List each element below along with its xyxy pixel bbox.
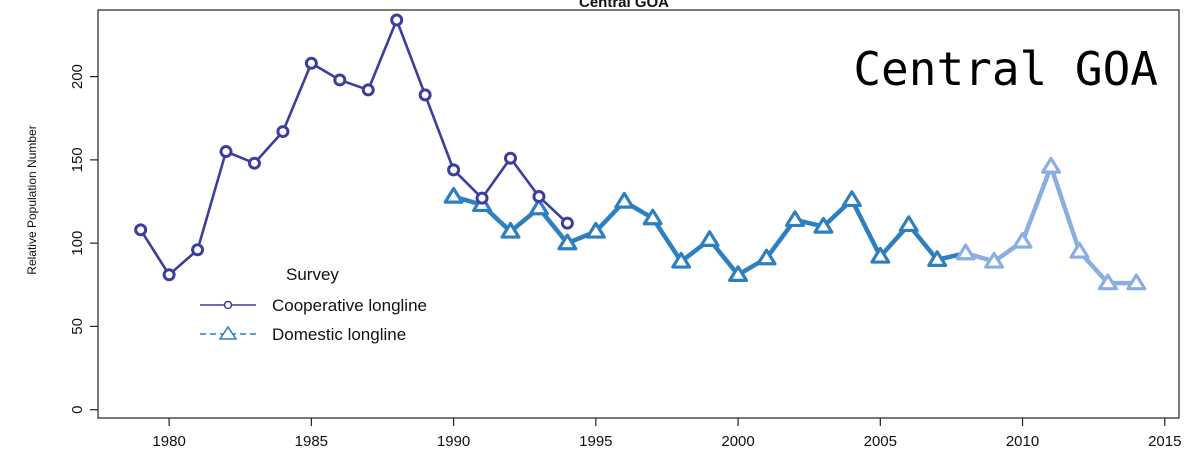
- chart-title: Central GOA: [579, 0, 669, 11]
- domestic-point-11: [756, 248, 777, 266]
- y-axis-label: Relative Population Number: [25, 125, 39, 274]
- cooperative-point-0: [134, 223, 148, 237]
- legend-cooperative-marker: [223, 300, 233, 310]
- x-tick-label: 1990: [437, 433, 470, 450]
- domestic-point-18: [955, 243, 976, 261]
- series-domestic-longline: [443, 156, 1147, 291]
- domestic-point-6: [614, 191, 635, 209]
- legend-cooperative-label: Cooperative longline: [272, 296, 427, 315]
- cooperative-point-8: [361, 83, 375, 97]
- domestic-point-9: [699, 230, 720, 248]
- domestic-point-4: [557, 233, 578, 251]
- legend-domestic-label: Domestic longline: [272, 325, 406, 344]
- domestic-point-5: [585, 221, 606, 239]
- cooperative-point-4: [247, 156, 261, 170]
- y-tick-label: 200: [69, 64, 86, 89]
- cooperative-point-2: [191, 243, 205, 257]
- x-tick-label: 2000: [721, 433, 754, 450]
- y-tick-label: 100: [69, 231, 86, 256]
- cooperative-line: [139, 18, 569, 277]
- domestic-segment: [849, 197, 883, 259]
- y-tick-label: 0: [69, 406, 86, 414]
- x-tick-label: 1980: [152, 433, 185, 450]
- domestic-point-0: [443, 186, 464, 204]
- x-tick-label: 2010: [1006, 433, 1039, 450]
- domestic-point-14: [841, 190, 862, 208]
- domestic-point-13: [813, 216, 834, 234]
- legend-title: Survey: [286, 265, 339, 284]
- cooperative-point-15: [560, 216, 574, 230]
- domestic-point-19: [984, 251, 1005, 269]
- cooperative-point-12: [475, 191, 489, 205]
- legend-domestic-marker: [218, 325, 238, 340]
- x-tick-label: 1985: [295, 433, 328, 450]
- series-layer: [134, 13, 1147, 291]
- cooperative-point-5: [276, 125, 290, 139]
- domestic-point-2: [500, 221, 521, 239]
- cooperative-point-3: [219, 145, 233, 159]
- domestic-point-15: [870, 246, 891, 264]
- axes: 1980 1985 1990 1995 2000 2005 2010 2015 0 50 100 15…: [69, 64, 1181, 450]
- y-tick-label: 50: [69, 318, 86, 335]
- domestic-segment: [1020, 164, 1054, 244]
- domestic-point-23: [1097, 273, 1118, 291]
- domestic-point-24: [1126, 273, 1147, 291]
- domestic-point-7: [642, 208, 663, 226]
- cooperative-point-10: [418, 88, 432, 102]
- domestic-point-12: [784, 210, 805, 228]
- cooperative-point-1: [162, 268, 176, 282]
- plot-frame: [97, 9, 1180, 419]
- domestic-segment: [650, 215, 684, 264]
- domestic-point-3: [528, 198, 549, 216]
- x-tick-label: 2005: [864, 433, 897, 450]
- domestic-point-16: [898, 215, 919, 233]
- overlay-title-background: [826, 18, 1166, 98]
- cooperative-point-7: [333, 73, 347, 87]
- cooperative-point-9: [390, 13, 404, 27]
- domestic-segment: [1048, 164, 1082, 254]
- cooperative-point-14: [532, 190, 546, 204]
- domestic-point-21: [1040, 156, 1061, 174]
- y-tick-label: 150: [69, 147, 86, 172]
- cooperative-point-13: [503, 151, 517, 165]
- x-tick-label: 2015: [1148, 433, 1181, 450]
- series-cooperative-longline: [134, 13, 574, 282]
- domestic-point-10: [728, 265, 749, 282]
- overlay-title: Central GOA: [853, 42, 1158, 96]
- x-tick-label: 1995: [579, 433, 612, 450]
- legend: Survey Cooperative longline Domestic long…: [200, 265, 427, 344]
- domestic-point-20: [1012, 231, 1033, 249]
- cooperative-point-6: [304, 56, 318, 70]
- domestic-point-8: [671, 251, 692, 269]
- domestic-point-22: [1069, 241, 1090, 259]
- cooperative-point-11: [447, 163, 461, 177]
- domestic-point-17: [927, 250, 948, 267]
